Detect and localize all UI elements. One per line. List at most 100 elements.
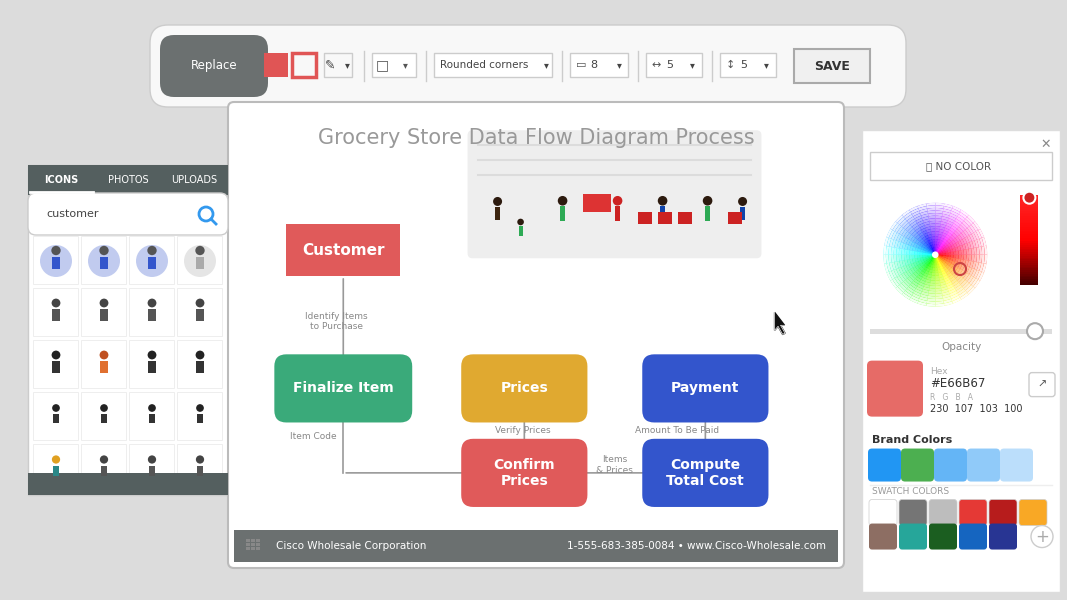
Wedge shape (936, 229, 940, 232)
Wedge shape (927, 274, 931, 278)
Bar (1020, 270, 1038, 272)
Text: Verify Prices: Verify Prices (494, 426, 551, 435)
Wedge shape (936, 216, 942, 219)
Wedge shape (936, 232, 939, 234)
Wedge shape (927, 298, 936, 302)
Wedge shape (920, 243, 923, 247)
Circle shape (39, 245, 71, 277)
Wedge shape (930, 255, 933, 257)
Bar (583, 194, 610, 212)
Wedge shape (892, 262, 896, 270)
FancyBboxPatch shape (642, 355, 768, 422)
Wedge shape (980, 238, 984, 247)
Wedge shape (936, 255, 969, 300)
Wedge shape (925, 251, 928, 253)
Wedge shape (950, 213, 957, 219)
Wedge shape (939, 258, 941, 261)
Wedge shape (951, 265, 956, 270)
Wedge shape (904, 250, 907, 255)
Wedge shape (902, 210, 936, 255)
Wedge shape (914, 289, 922, 294)
Wedge shape (971, 223, 978, 232)
Wedge shape (918, 203, 926, 208)
Wedge shape (959, 259, 964, 265)
Bar (177, 392, 222, 440)
Wedge shape (928, 293, 936, 296)
Wedge shape (918, 257, 921, 261)
Wedge shape (973, 232, 980, 239)
Wedge shape (945, 265, 950, 269)
Wedge shape (894, 269, 899, 277)
Wedge shape (899, 228, 906, 235)
Wedge shape (910, 236, 915, 242)
Wedge shape (965, 243, 969, 250)
Wedge shape (936, 290, 942, 294)
Wedge shape (943, 243, 947, 247)
Wedge shape (926, 203, 936, 206)
Wedge shape (938, 237, 941, 240)
Wedge shape (905, 260, 908, 265)
Bar (33, 444, 78, 492)
Circle shape (51, 246, 61, 255)
Wedge shape (917, 251, 920, 255)
Wedge shape (924, 233, 928, 237)
Wedge shape (933, 250, 935, 253)
Wedge shape (946, 239, 951, 243)
Wedge shape (914, 215, 922, 221)
Bar (1020, 214, 1038, 217)
FancyArrow shape (615, 206, 620, 221)
Wedge shape (904, 223, 910, 230)
Wedge shape (908, 300, 918, 306)
Bar (177, 236, 222, 284)
Wedge shape (914, 248, 919, 251)
Wedge shape (936, 265, 938, 268)
Wedge shape (891, 232, 897, 239)
Wedge shape (973, 280, 981, 288)
Bar (657, 212, 671, 224)
Wedge shape (949, 237, 953, 241)
Bar (1020, 207, 1038, 209)
Wedge shape (949, 275, 954, 280)
Circle shape (195, 350, 205, 359)
Wedge shape (898, 267, 904, 274)
FancyBboxPatch shape (901, 449, 934, 482)
Text: Rounded corners: Rounded corners (440, 60, 528, 70)
Wedge shape (984, 236, 989, 246)
FancyArrow shape (495, 207, 500, 220)
Wedge shape (947, 243, 951, 247)
Wedge shape (895, 277, 902, 285)
Wedge shape (976, 247, 980, 255)
Wedge shape (925, 241, 928, 245)
Wedge shape (923, 248, 926, 251)
Wedge shape (934, 257, 935, 260)
Wedge shape (960, 280, 967, 287)
Wedge shape (971, 255, 974, 262)
Wedge shape (939, 274, 943, 278)
Wedge shape (909, 229, 915, 235)
Wedge shape (940, 255, 943, 256)
Text: Payment: Payment (671, 382, 739, 395)
Wedge shape (915, 218, 923, 223)
Wedge shape (902, 273, 907, 280)
FancyArrow shape (52, 466, 60, 476)
Wedge shape (946, 221, 954, 226)
FancyBboxPatch shape (959, 524, 987, 550)
Wedge shape (887, 229, 892, 238)
Wedge shape (953, 266, 958, 271)
Wedge shape (951, 235, 955, 239)
Wedge shape (962, 238, 967, 244)
Bar (1020, 239, 1038, 242)
Bar (1020, 200, 1038, 202)
Bar (1020, 209, 1038, 211)
Circle shape (99, 246, 109, 255)
Wedge shape (940, 257, 942, 259)
Wedge shape (962, 260, 966, 265)
Wedge shape (924, 284, 929, 288)
Wedge shape (899, 274, 906, 281)
FancyArrow shape (149, 413, 155, 424)
Wedge shape (951, 255, 954, 258)
Bar (81, 236, 126, 284)
Wedge shape (919, 272, 924, 277)
Text: Prices: Prices (500, 382, 548, 395)
Wedge shape (912, 259, 915, 263)
